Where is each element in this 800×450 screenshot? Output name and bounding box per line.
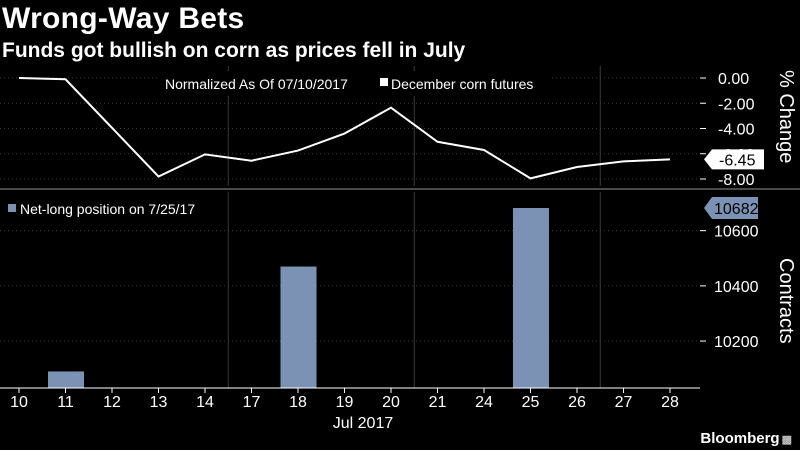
bar-legend-series-name: Net-long position on 7/25/17 — [20, 201, 195, 217]
bar-legend-swatch — [8, 204, 16, 212]
x-tick-label: 12 — [103, 394, 121, 411]
line-last-value-label: -6.45 — [719, 152, 756, 169]
line-legend-series-name: December corn futures — [391, 76, 533, 92]
bar-y-tick-label: 10400 — [714, 279, 759, 296]
line-legend-header: Normalized As Of 07/10/2017 — [165, 76, 348, 92]
x-tick-label: 27 — [615, 394, 633, 411]
bar-last-value-label: 10682 — [714, 201, 759, 218]
x-tick-label: 14 — [196, 394, 214, 411]
net-long-bar — [48, 371, 84, 388]
net-long-bar — [280, 266, 317, 388]
line-y-tick-label: -8.00 — [718, 172, 755, 189]
line-last-value-flag — [704, 149, 764, 170]
bar-y-tick-label: 10600 — [714, 224, 759, 241]
bloomberg-logo: Bloomberg ▩ — [700, 430, 792, 447]
x-tick-label: 24 — [475, 394, 493, 411]
line-y-tick-label: 0.00 — [718, 71, 749, 88]
lock-icon: ▩ — [781, 434, 792, 446]
panel-divider — [0, 188, 800, 190]
line-legend-swatch — [380, 78, 388, 86]
line-y-axis-label: % Change — [775, 70, 797, 163]
x-axis-label: Jul 2017 — [333, 415, 394, 432]
line-y-tick-label: -4.00 — [718, 122, 755, 139]
corn-futures-line — [18, 77, 671, 180]
x-tick-label: 19 — [336, 394, 354, 411]
bar-last-value-flag — [704, 197, 758, 220]
x-tick-label: 28 — [661, 394, 679, 411]
chart-subtitle: Funds got bullish on corn as prices fell… — [2, 39, 466, 62]
x-tick-label: 18 — [289, 394, 307, 411]
x-tick-label: 25 — [522, 394, 540, 411]
x-tick-label: 11 — [57, 394, 74, 411]
x-tick-label: 13 — [150, 394, 168, 411]
x-tick-label: 10 — [10, 394, 28, 411]
chart-title: Wrong-Way Bets — [2, 2, 245, 35]
x-tick-label: 26 — [568, 394, 586, 411]
line-y-tick-label: -2.00 — [718, 96, 755, 113]
net-long-bar — [513, 208, 549, 388]
x-tick-label: 17 — [243, 394, 261, 411]
line-legend-box — [157, 71, 552, 96]
bar-y-axis-label: Contracts — [775, 258, 797, 344]
x-tick-label: 21 — [429, 394, 447, 411]
bar-y-tick-label: 10200 — [714, 334, 759, 351]
x-tick-label: 20 — [382, 394, 400, 411]
